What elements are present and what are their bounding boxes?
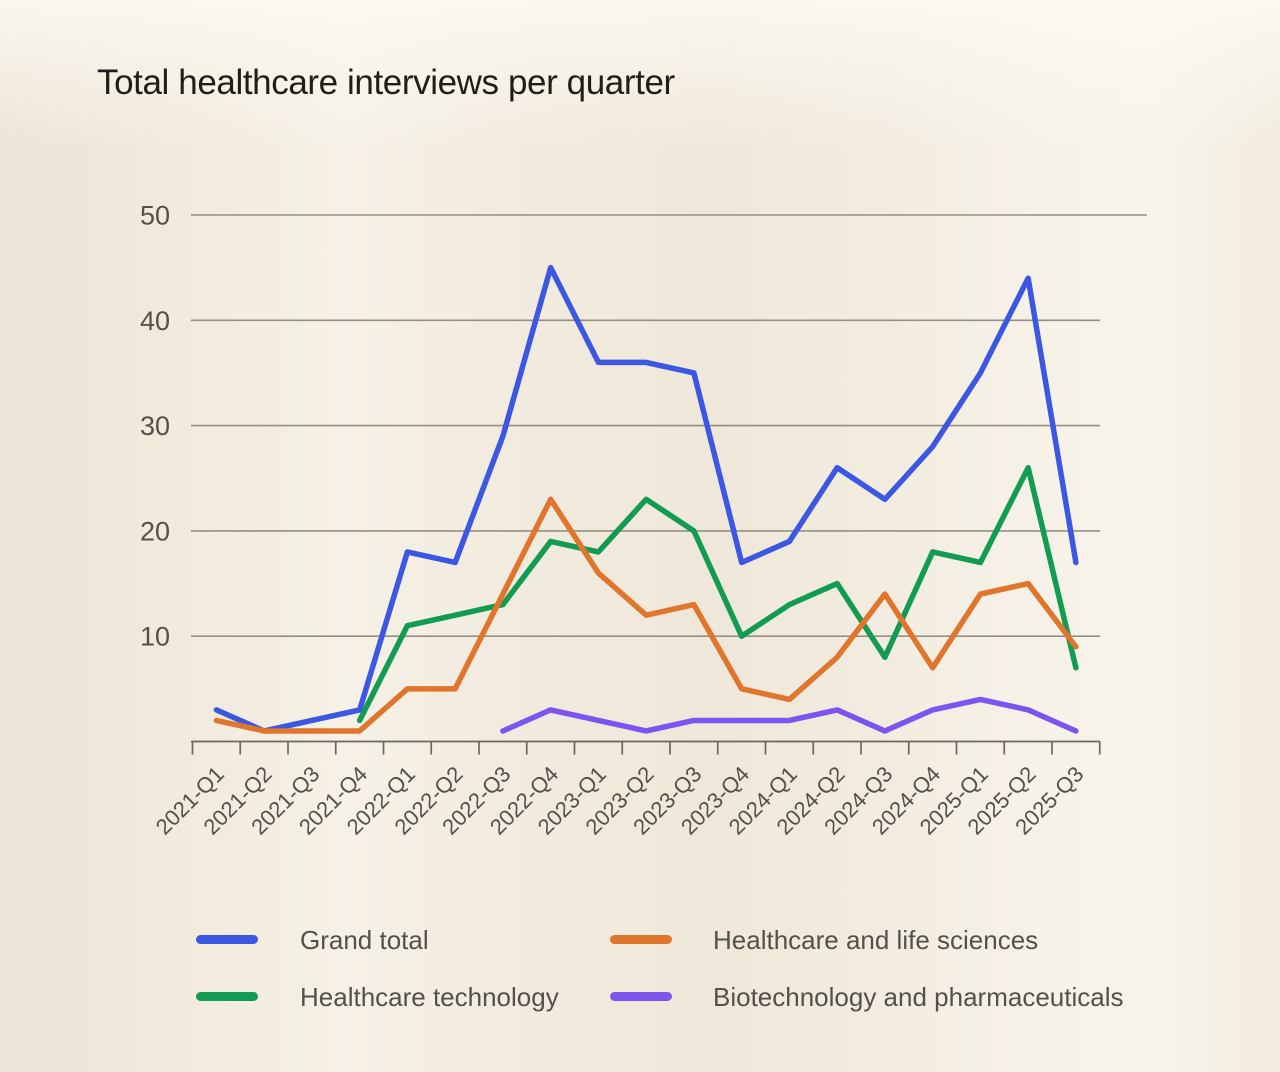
svg-text:50: 50	[140, 201, 170, 231]
svg-text:10: 10	[140, 622, 170, 652]
svg-text:30: 30	[140, 411, 170, 441]
y-gridlines	[191, 214, 1147, 638]
series-biotechnology-and-pharmaceuticals	[500, 696, 1079, 734]
series-healthcare-and-life-sciences	[213, 496, 1079, 734]
svg-text:20: 20	[140, 516, 170, 546]
series-healthcare-technology	[356, 464, 1079, 724]
series-grand-total	[213, 264, 1079, 734]
svg-text:40: 40	[140, 306, 170, 336]
chart-title: Total healthcare interviews per quarter	[97, 63, 675, 102]
y-axis-labels: 10 20 30 40 50	[140, 201, 170, 652]
x-axis	[191, 740, 1101, 755]
x-axis-labels: 2021-Q12021-Q22021-Q32021-Q42022-Q12022-…	[151, 761, 1089, 839]
